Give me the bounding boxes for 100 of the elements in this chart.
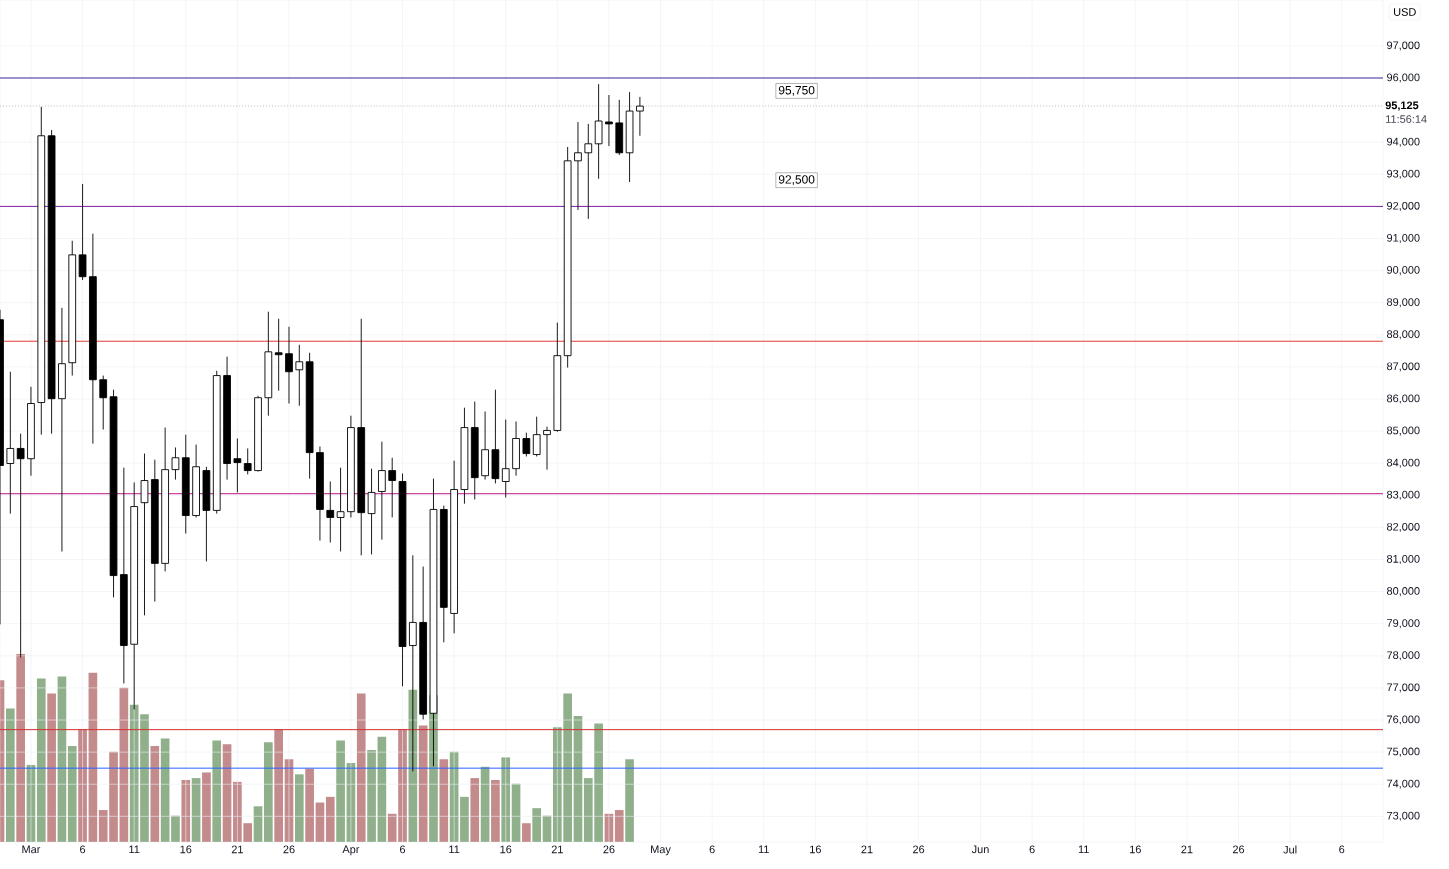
y-tick-label: 82,000	[1386, 522, 1420, 532]
bar	[264, 742, 273, 842]
candlestick	[378, 441, 386, 541]
y-tick-label: 77,000	[1387, 683, 1420, 693]
x-tick-label: 11	[758, 845, 769, 854]
bar	[202, 772, 211, 842]
bar	[367, 749, 376, 842]
annotation: 95,750	[778, 85, 815, 96]
x-tick-label: 6	[709, 845, 715, 854]
y-tick-label: 81,000	[1386, 554, 1420, 565]
x-tick-label: Mar	[22, 845, 41, 854]
x-tick-label: 26	[283, 845, 295, 854]
y-tick-label: 88,000	[1386, 330, 1420, 340]
y-tick-label: 87,000	[1386, 362, 1420, 372]
bar	[439, 759, 449, 842]
bar	[67, 746, 77, 842]
x-tick-label: 21	[551, 845, 563, 854]
y-tick-label: 89,000	[1386, 298, 1420, 308]
x-tick-label: May	[651, 845, 671, 856]
bar	[532, 808, 542, 842]
bar	[625, 759, 634, 842]
y-tick-label: 79,000	[1387, 619, 1420, 629]
bar	[356, 693, 366, 842]
candlestick	[532, 416, 541, 457]
y-tick-label: 83,000	[1386, 490, 1420, 500]
x-tick-label: Jun	[971, 845, 989, 854]
y-tick-label: 91,000	[1387, 233, 1420, 244]
bar	[16, 654, 25, 842]
x-tick-label: 11	[1078, 845, 1089, 854]
bar	[491, 779, 500, 842]
x-tick-label: 21	[861, 845, 873, 854]
bar	[522, 823, 531, 842]
bar	[325, 796, 335, 842]
candlestick	[243, 447, 252, 475]
bar	[336, 740, 345, 842]
candlestick	[367, 468, 376, 555]
candlestick	[543, 426, 551, 471]
candlestick	[388, 457, 397, 518]
candlestick	[594, 83, 603, 180]
candlestick	[336, 467, 345, 552]
bar	[614, 810, 624, 842]
bar	[460, 796, 469, 842]
x-tick-label: Apr	[342, 845, 360, 856]
x-tick-label: 6	[1339, 845, 1345, 854]
candlestick	[99, 375, 108, 430]
y-tick-label: 84,000	[1386, 458, 1420, 468]
candlestick	[140, 453, 149, 616]
candlestick	[326, 481, 335, 543]
x-tick-label: 16	[1130, 845, 1141, 854]
x-tick-label: 16	[180, 845, 192, 854]
y-tick-label: 93,000	[1387, 169, 1420, 179]
candlestick	[501, 419, 510, 498]
x-tick-label: 16	[500, 845, 512, 854]
candlestick	[295, 344, 304, 407]
y-tick-label: 97,000	[1387, 41, 1420, 51]
ref-line-label: 95,125	[1385, 101, 1419, 111]
y-tick-label: 75,000	[1387, 747, 1420, 757]
bar	[294, 774, 304, 842]
y-tick-label: 73,000	[1387, 811, 1420, 821]
candlestick	[6, 371, 15, 515]
candlestick	[78, 183, 87, 281]
candlestick	[605, 94, 613, 147]
y-axis-title: USD	[1394, 8, 1416, 16]
y-tick-label: 80,000	[1386, 587, 1420, 597]
text: 11:56:14	[1386, 115, 1427, 123]
y-tick-label: 96,000	[1387, 73, 1420, 83]
x-tick-label: 6	[80, 845, 86, 854]
bar	[305, 768, 314, 842]
y-tick-label: 94,000	[1387, 137, 1420, 147]
y-tick-label: 76,000	[1387, 715, 1420, 725]
y-tick-label: 85,000	[1386, 426, 1420, 436]
x-tick-label: 26	[1232, 845, 1245, 854]
bar	[47, 693, 56, 842]
y-tick-label: 92,000	[1387, 201, 1420, 211]
candlestick	[522, 432, 531, 457]
bar	[274, 729, 283, 842]
x-tick-label: 6	[1029, 845, 1035, 854]
y-tick-label: 78,000	[1387, 651, 1420, 661]
bar	[171, 815, 180, 842]
bar	[470, 778, 480, 842]
x-tick-label: 21	[231, 845, 243, 854]
x-tick-label: 16	[810, 845, 821, 854]
x-tick-label: 11	[129, 845, 140, 854]
y-tick-label: 86,000	[1386, 394, 1420, 404]
bar	[150, 746, 160, 842]
candlestick	[285, 326, 293, 404]
candlestick	[233, 438, 242, 493]
candlestick	[584, 123, 593, 220]
bar	[212, 740, 222, 842]
candlestick	[274, 318, 283, 392]
x-tick-label: Jul	[1283, 845, 1297, 854]
candlestick	[636, 96, 644, 137]
y-tick-label: 90,000	[1387, 266, 1420, 276]
x-tick-label: 26	[603, 845, 615, 854]
x-tick-label: 21	[1181, 845, 1193, 854]
candlestick	[574, 121, 582, 211]
y-tick-label: 74,000	[1387, 779, 1420, 789]
candlestick	[171, 447, 180, 481]
annotation: 92,500	[778, 175, 815, 186]
x-tick-label: 11	[449, 845, 460, 854]
